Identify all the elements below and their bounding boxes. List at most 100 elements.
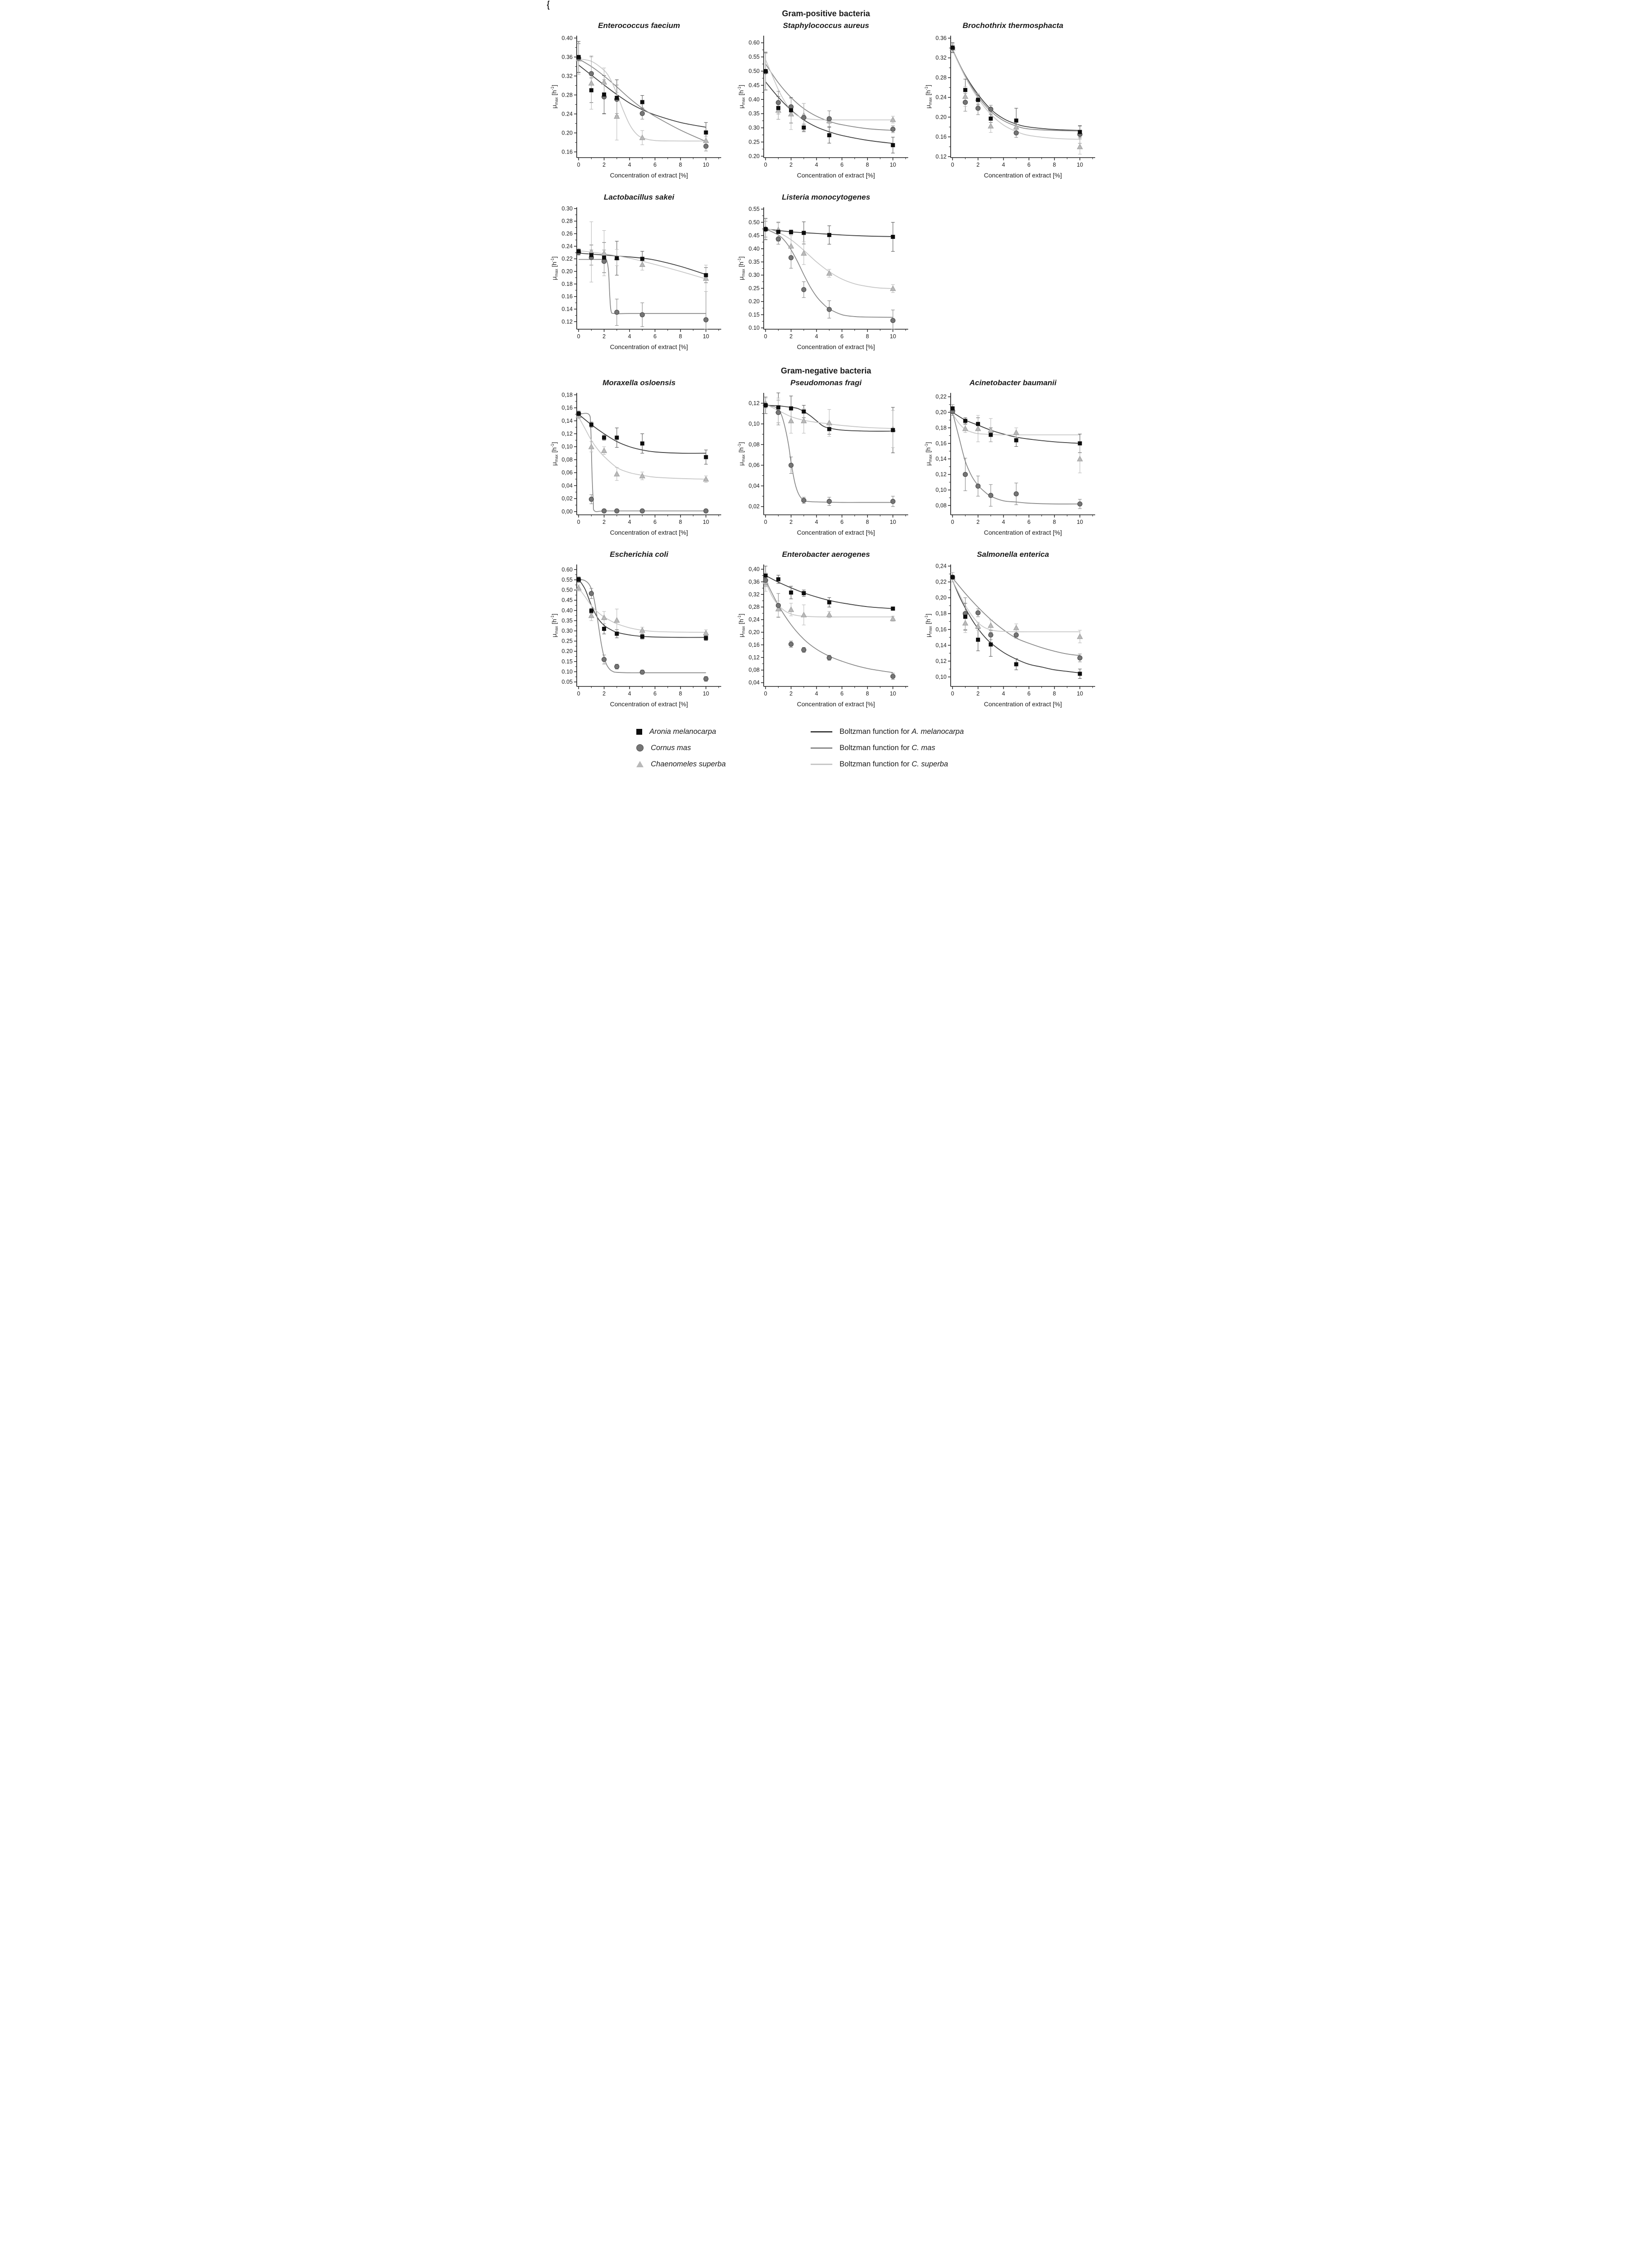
square-marker [576, 411, 581, 416]
square-marker [963, 615, 967, 619]
square-marker [950, 575, 955, 579]
x-tick-label: 6 [653, 519, 657, 525]
y-tick-label: 0,06 [749, 462, 760, 468]
y-tick-label: 0,18 [936, 611, 947, 617]
y-tick-label: 0.28 [562, 218, 573, 224]
triangle-marker [788, 606, 794, 612]
x-tick-label: 4 [1002, 690, 1005, 697]
y-axis-label: μmax [h-1] [737, 442, 746, 466]
square-marker [802, 409, 806, 414]
x-tick-label: 10 [703, 690, 709, 697]
triangle-marker [588, 80, 595, 86]
data-points-cornus-mas [763, 69, 896, 132]
square-marker [602, 626, 607, 631]
fit-curves [578, 58, 706, 142]
chart-title: Brochothrix thermosphacta [962, 21, 1064, 30]
x-tick-label: 4 [1002, 162, 1005, 168]
x-axis-ticks: 0 2 4 6 8 10 [577, 329, 719, 340]
y-axis-ticks: 0.20 0.25 0.30 0.35 0.40 0.45 0.50 0.55 0.60 [749, 40, 764, 159]
x-tick-label: 4 [628, 333, 631, 340]
data-points-aronia-melanocarpa [576, 411, 708, 459]
chart-plot: 0.12 0.16 0.20 0.24 0.28 0.32 0.36 0 2 4 6 8 10 Conce… [924, 35, 1095, 179]
y-tick-label: 0,08 [562, 457, 573, 463]
fit-curve-c-superba [765, 404, 893, 429]
fit-curve-a-melanocarpa [952, 412, 1080, 444]
y-axis-ticks: 0.16 0.20 0.24 0.28 0.32 0.36 0.40 [562, 35, 577, 155]
y-tick-label: 0.50 [562, 587, 573, 593]
x-tick-label: 6 [1027, 690, 1031, 697]
triangle-marker [801, 611, 807, 617]
triangle-marker [890, 116, 896, 122]
data-points-chaenomeles-superba [762, 578, 896, 621]
triangle-marker [703, 275, 709, 281]
triangle-marker [601, 447, 607, 453]
x-axis-ticks: 0 2 4 6 8 10 [764, 515, 906, 525]
square-marker [827, 233, 831, 237]
fit-curves [578, 578, 706, 673]
y-tick-label: 0,40 [749, 566, 760, 572]
section-title-gram-positive: Gram-positive bacteria [782, 9, 870, 18]
fit-curve-c-superba [765, 60, 893, 121]
y-axis-label: μmax [h-1] [924, 85, 933, 109]
square-marker [763, 403, 768, 407]
y-tick-label: 0.35 [749, 111, 760, 117]
fit-curve-c-mas [578, 58, 706, 142]
circle-marker [588, 71, 594, 76]
x-tick-label: 0 [764, 519, 767, 525]
legend-item-boltzman-cornus: Boltzman function for C. mas [811, 740, 1016, 756]
x-tick-label: 10 [1077, 162, 1083, 168]
axes: 0,02 0,04 0,06 0,08 0,10 0,12 0 2 4 6 8 10 [749, 393, 908, 525]
x-tick-label: 4 [628, 162, 631, 168]
chart-acinetobacter-baumanii: Acinetobacter baumanii 0,08 0,10 0,12 0,14 0,… [922, 378, 1104, 538]
square-marker [950, 406, 955, 411]
y-tick-label: 0,32 [749, 591, 760, 597]
x-tick-label: 10 [890, 333, 896, 340]
data-points-aronia-melanocarpa [950, 45, 1082, 134]
data-points-aronia-melanocarpa [763, 69, 895, 147]
y-tick-label: 0.05 [562, 679, 573, 685]
triangle-marker [826, 420, 832, 425]
y-tick-label: 0,14 [562, 418, 573, 424]
data-points-cornus-mas [763, 578, 896, 679]
y-tick-label: 0.50 [749, 68, 760, 74]
square-marker [802, 231, 806, 235]
fit-line-icon [811, 763, 832, 765]
fit-curve-c-mas [765, 229, 893, 318]
x-axis-ticks: 0 2 4 6 8 10 [951, 686, 1093, 697]
x-tick-label: 2 [976, 162, 980, 168]
y-tick-label: 0.55 [749, 54, 760, 60]
y-tick-label: 0.28 [562, 92, 573, 98]
square-marker [989, 117, 993, 121]
triangle-marker [988, 427, 994, 433]
y-tick-label: 0,12 [562, 430, 573, 437]
x-axis-label: Concentration of extract [%] [610, 343, 688, 350]
x-tick-label: 8 [1053, 162, 1056, 168]
y-tick-label: 0.25 [749, 139, 760, 145]
x-axis-label: Concentration of extract [%] [797, 172, 875, 179]
chart-title: Escherichia coli [610, 550, 668, 559]
x-tick-label: 8 [679, 333, 682, 340]
circle-marker [826, 116, 832, 121]
y-tick-label: 0,04 [749, 680, 760, 686]
y-tick-label: 0,10 [749, 421, 760, 427]
y-axis-ticks: 0,08 0,10 0,12 0,14 0,16 0,18 0,20 0,22 [936, 394, 951, 509]
triangle-marker [588, 612, 595, 618]
square-marker [589, 609, 593, 613]
gram-positive-chart-grid: Enterococcus faecium 0.16 0.20 0.24 0.28 0.32… [548, 21, 1104, 353]
fit-curves [578, 413, 706, 512]
triangle-marker [1077, 143, 1083, 149]
figure-page: { Gram-positive bacteria Enterococcus fa… [544, 0, 1108, 783]
y-tick-label: 0.45 [749, 82, 760, 89]
y-tick-label: 0.20 [562, 130, 573, 136]
fit-curve-c-mas [952, 578, 1080, 656]
legend-item-boltzman-aronia: Boltzman function for A. melanocarpa [811, 723, 1016, 740]
square-marker [589, 422, 593, 427]
square-marker [976, 422, 980, 426]
y-tick-label: 0.30 [562, 628, 573, 634]
fit-curves [952, 49, 1080, 140]
y-tick-label: 0.12 [562, 318, 573, 325]
chart-title: Enterococcus faecium [598, 21, 680, 30]
square-marker [1014, 662, 1018, 667]
axes: 0.16 0.20 0.24 0.28 0.32 0.36 0.40 0 2 4 6 8 10 [562, 35, 721, 168]
data-points-aronia-melanocarpa [576, 577, 708, 640]
